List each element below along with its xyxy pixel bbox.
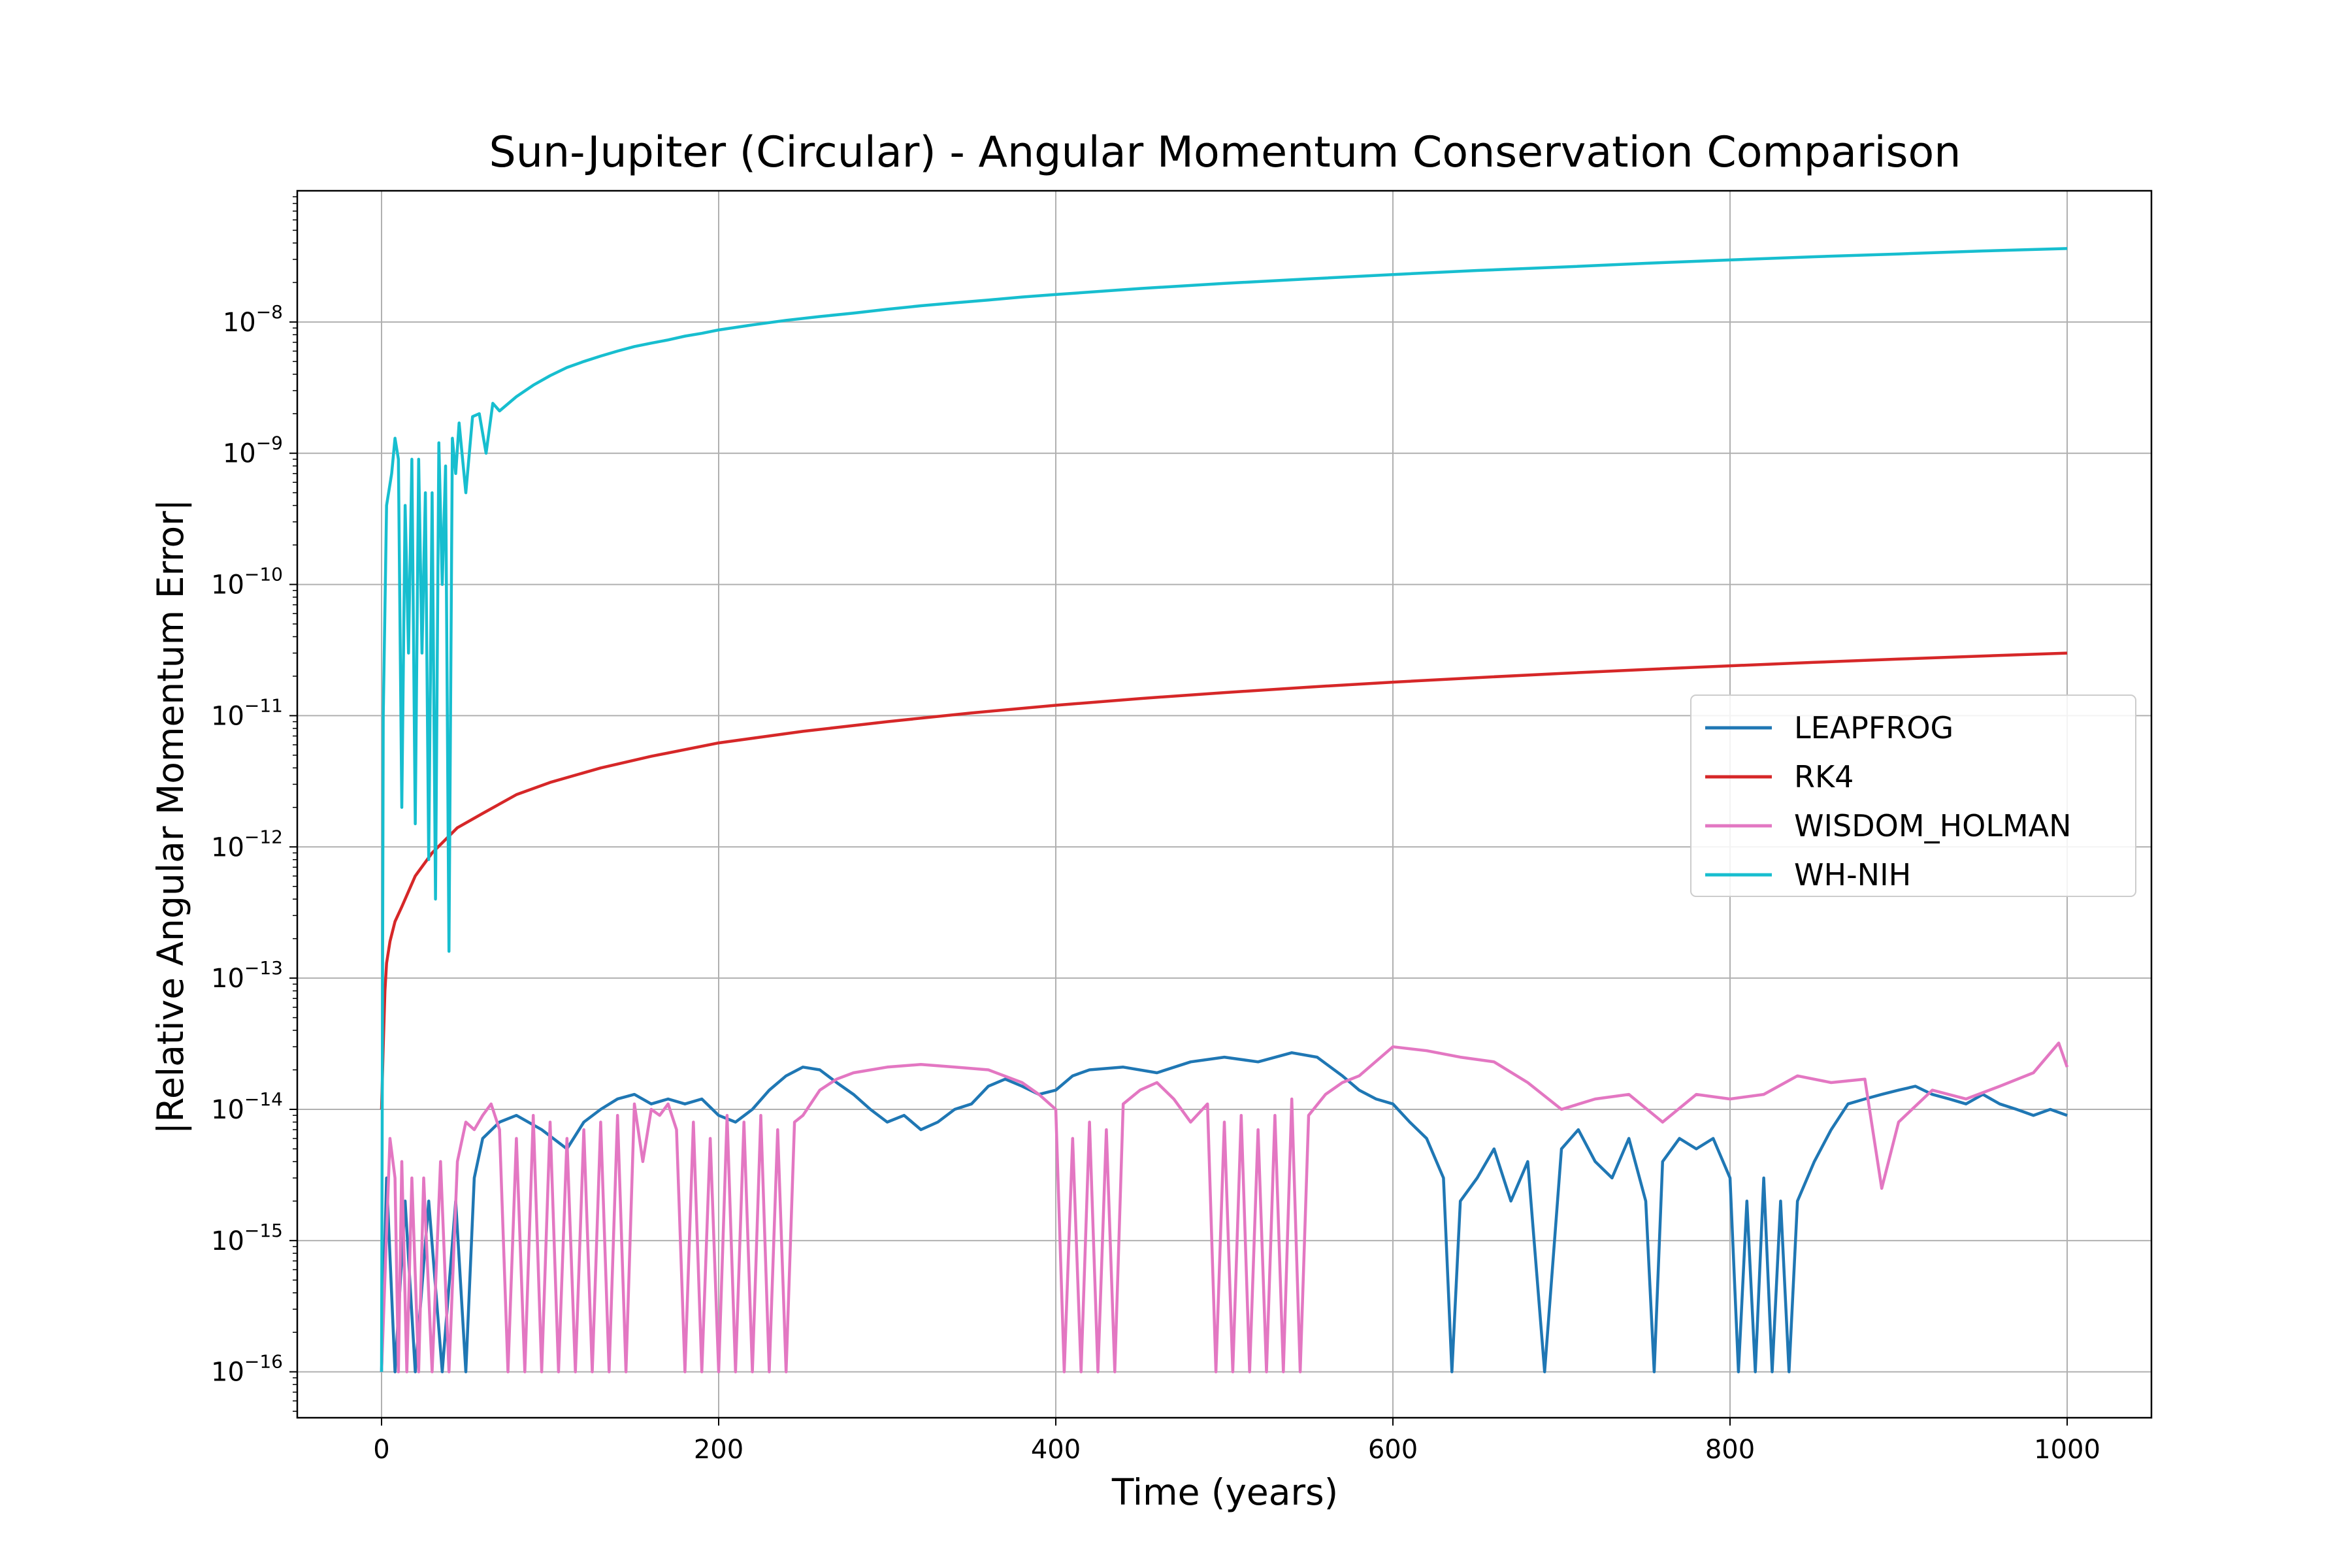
chart-title: Sun-Jupiter (Circular) - Angular Momentu… — [489, 128, 1961, 177]
series-line-rk4 — [380, 651, 2068, 1110]
legend-label: RK4 — [1794, 759, 1854, 794]
x-tick-label: 1000 — [2034, 1435, 2100, 1465]
plot-frame — [296, 189, 2153, 1419]
axis-ticks: 0 200 400 600 800 1000 10−16 10−15 10−14 10−13 10−… — [211, 196, 2100, 1465]
x-axis-label: Time (years) — [1111, 1471, 1338, 1513]
x-tick-label: 600 — [1368, 1435, 1418, 1465]
series-line-wisdom-holman — [380, 1041, 2069, 1373]
legend-label: WISDOM_HOLMAN — [1794, 808, 2072, 843]
y-tick-label: 10−12 — [211, 826, 283, 862]
y-tick-label: 10−16 — [211, 1351, 283, 1388]
plot-series — [380, 247, 2069, 1373]
x-tick-label: 800 — [1705, 1435, 1755, 1465]
legend-label: LEAPFROG — [1794, 710, 1953, 745]
y-tick-label: 10−10 — [211, 564, 283, 600]
y-tick-label: 10−11 — [211, 694, 283, 731]
legend: LEAPFROG RK4 WISDOM_HOLMAN WH-NIH — [1690, 694, 2136, 897]
y-tick-label: 10−15 — [211, 1220, 283, 1256]
x-tick-label: 0 — [373, 1435, 389, 1465]
y-tick-label: 10−13 — [211, 957, 283, 994]
legend-label: WH-NIH — [1794, 857, 1911, 892]
y-axis-label: |Relative Angular Momentum Error| — [150, 499, 192, 1135]
series-line-leapfrog — [380, 1051, 2068, 1373]
y-tick-label: 10−9 — [223, 433, 283, 469]
y-tick-label: 10−8 — [223, 301, 283, 338]
x-tick-label: 200 — [694, 1435, 743, 1465]
legend-box — [1690, 694, 2136, 897]
y-tick-label: 10−14 — [211, 1088, 283, 1125]
x-tick-label: 400 — [1031, 1435, 1081, 1465]
series-line-wh-nih — [380, 247, 2068, 1372]
